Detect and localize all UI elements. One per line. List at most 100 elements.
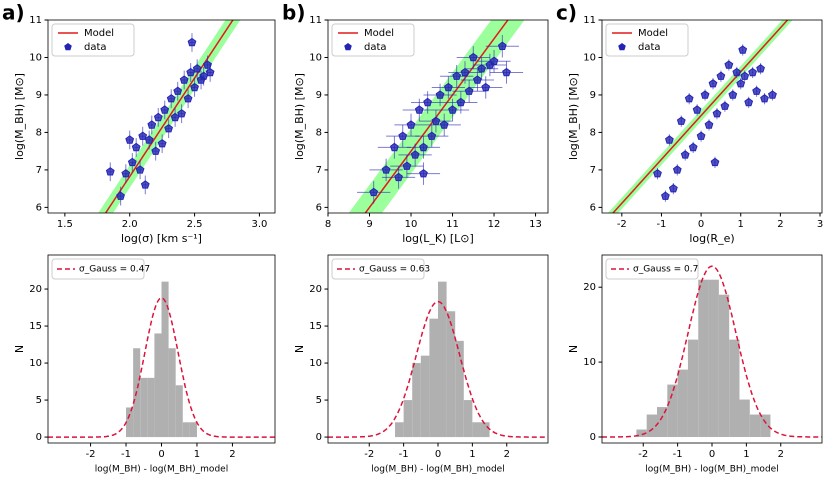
y-tick-label: 10 xyxy=(309,358,322,369)
panel-label: b) xyxy=(282,1,305,25)
y-tick-label: 7 xyxy=(36,165,42,176)
x-tick-label: 1 xyxy=(738,219,744,230)
data-point xyxy=(692,105,702,114)
data-point xyxy=(151,146,161,155)
legend-box xyxy=(605,23,689,57)
y-tick-label: 10 xyxy=(583,52,596,63)
y-tick-label: 15 xyxy=(29,321,42,332)
legend-box xyxy=(51,258,145,280)
histogram-bar xyxy=(140,377,148,438)
data-point xyxy=(748,67,757,77)
x-tick-label: -2 xyxy=(638,449,648,460)
legend-label: σ_Gauss = 0.47 xyxy=(79,265,150,275)
y-tick-label: 8 xyxy=(590,127,596,138)
data-point xyxy=(105,167,115,176)
plot-area xyxy=(48,281,275,438)
histogram-bar xyxy=(463,400,473,438)
y-tick-label: 0 xyxy=(36,432,42,443)
data-point xyxy=(419,169,428,178)
panel-label: a) xyxy=(2,1,25,25)
histogram-bar xyxy=(472,422,481,438)
data-point xyxy=(736,79,746,88)
data-point xyxy=(756,64,765,73)
legend: σ_Gauss = 0.47 xyxy=(51,258,150,280)
data-point xyxy=(680,150,690,159)
x-tick-label: 2.0 xyxy=(122,219,138,230)
legend-label: σ_Gauss = 0.63 xyxy=(359,265,430,275)
data-point xyxy=(456,97,466,107)
plot-area xyxy=(607,20,793,213)
data-point xyxy=(473,75,482,84)
x-axis-label: log(M_BH) - log(M_BH)_model xyxy=(95,465,228,475)
data-point xyxy=(419,142,428,152)
legend-box xyxy=(605,258,699,280)
histogram-bar xyxy=(698,279,709,438)
x-tick-label: -2 xyxy=(617,219,627,230)
legend-label: data xyxy=(638,42,661,53)
data-point xyxy=(164,124,173,133)
y-tick-label: 20 xyxy=(29,284,42,295)
data-point xyxy=(369,187,379,197)
model-line xyxy=(364,20,509,213)
data-point xyxy=(439,120,449,129)
data-point xyxy=(170,112,180,122)
data-point xyxy=(710,157,720,167)
histogram-bar xyxy=(154,333,162,438)
data-point xyxy=(153,112,163,122)
histogram-bar xyxy=(749,414,761,438)
x-tick-label: 0 xyxy=(698,219,704,230)
panel: Model data b) 8 9 10 11 12 13 6 7 8 9 10 11 log(L_K) [L… xyxy=(282,1,549,245)
y-tick-label: 20 xyxy=(309,284,322,295)
data-point xyxy=(121,169,131,178)
data-point xyxy=(190,82,199,92)
data-point xyxy=(402,161,412,170)
data-point xyxy=(708,79,718,88)
histogram-bar xyxy=(677,369,688,438)
x-tick-label: 8 xyxy=(325,219,331,230)
axes-frame xyxy=(47,19,276,214)
data-point xyxy=(203,60,212,69)
data-point xyxy=(716,71,726,80)
data-point xyxy=(381,165,391,174)
legend: Model data xyxy=(51,23,135,57)
x-tick-label: 12 xyxy=(488,219,501,230)
histogram-bar xyxy=(729,339,740,438)
data-point xyxy=(406,120,416,129)
axes-frame xyxy=(601,19,823,214)
y-axis-label: N xyxy=(13,345,26,353)
x-tick-label: -1 xyxy=(399,449,409,460)
data-point xyxy=(177,109,186,118)
plot-area xyxy=(328,281,548,438)
histogram-bar xyxy=(708,279,719,438)
y-tick-label: 8 xyxy=(316,127,322,138)
data-point xyxy=(127,157,137,167)
x-axis-label: log(L_K) [L⊙] xyxy=(402,232,474,245)
y-tick-label: 0 xyxy=(316,432,322,443)
model-line xyxy=(611,20,789,213)
data-point xyxy=(116,191,125,200)
data-point xyxy=(688,142,698,152)
histogram-bar xyxy=(429,318,438,438)
legend-label: data xyxy=(364,42,387,53)
data-point xyxy=(448,105,457,114)
histogram-bar xyxy=(420,355,430,438)
y-tick-label: 11 xyxy=(309,15,322,26)
x-tick-label: 0 xyxy=(435,449,441,460)
histogram-bar xyxy=(168,348,176,438)
y-tick-label: 11 xyxy=(583,15,596,26)
histogram-bar xyxy=(412,363,421,438)
data-point xyxy=(183,94,193,103)
x-tick-label: 2 xyxy=(777,219,783,230)
data-point xyxy=(431,116,441,125)
data-point xyxy=(700,90,710,99)
data-point xyxy=(205,67,215,77)
data-point xyxy=(452,71,462,80)
histogram-bar xyxy=(455,340,464,438)
histogram-bar xyxy=(646,414,657,438)
data-point xyxy=(140,180,150,189)
data-point xyxy=(728,90,738,99)
y-tick-label: 11 xyxy=(29,15,42,26)
x-tick-label: 2 xyxy=(504,449,510,460)
y-tick-label: 5 xyxy=(36,395,42,406)
